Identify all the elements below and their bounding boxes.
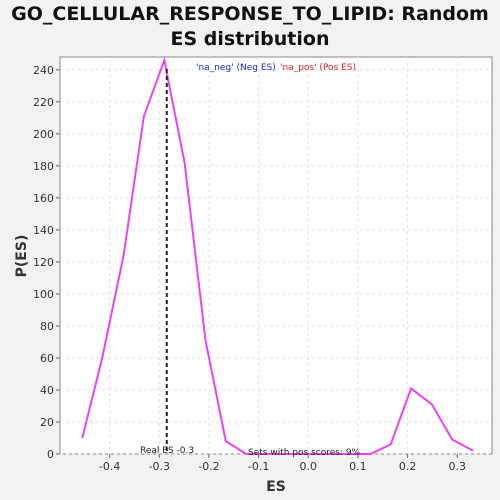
y-tick-label: 140 — [33, 224, 54, 237]
y-axis-label: P(ES) — [14, 235, 30, 278]
y-tick-label: 40 — [40, 384, 54, 397]
x-tick-label: -0.4 — [99, 460, 120, 473]
real-es-label: Real ES -0.3 — [140, 446, 194, 456]
pos-scores-annotation: Sets with pos scores: 9% — [248, 448, 361, 458]
x-tick-label: 0.1 — [349, 460, 367, 473]
chart-title: GO_CELLULAR_RESPONSE_TO_LIPID: Random ES… — [0, 2, 500, 52]
legend-neg: 'na_neg' (Neg ES) — [196, 63, 276, 73]
x-tick-label: -0.2 — [198, 460, 219, 473]
y-tick-label: 200 — [33, 128, 54, 141]
y-tick-label: 240 — [33, 64, 54, 77]
x-tick-label: 0.0 — [300, 460, 318, 473]
grid-lines — [60, 57, 492, 455]
axis-ticks: 0 20 40 60 80 100 120 140 160 180 200 220 240 -0.4 -0.… — [33, 64, 466, 473]
x-axis-label: ES — [266, 479, 286, 495]
plot-area — [59, 56, 493, 455]
chart-marks — [81, 56, 474, 455]
y-tick-label: 180 — [33, 160, 54, 173]
x-tick-label: 0.2 — [399, 460, 417, 473]
y-tick-label: 220 — [33, 96, 54, 109]
series-line — [81, 56, 474, 455]
x-tick-label: 0.3 — [448, 460, 466, 473]
y-tick-label: 20 — [40, 416, 54, 429]
y-tick-label: 80 — [40, 320, 54, 333]
x-tick-label: -0.3 — [149, 460, 170, 473]
y-tick-label: 100 — [33, 288, 54, 301]
legend-pos: 'na_pos' (Pos ES) — [280, 63, 356, 73]
y-tick-label: 0 — [47, 448, 54, 461]
x-tick-label: -0.1 — [248, 460, 269, 473]
chart-title-line2: ES distribution — [170, 28, 330, 50]
y-tick-label: 120 — [33, 256, 54, 269]
y-tick-label: 60 — [40, 352, 54, 365]
y-tick-label: 160 — [33, 192, 54, 205]
chart-title-line1: GO_CELLULAR_RESPONSE_TO_LIPID: Random — [11, 3, 489, 25]
